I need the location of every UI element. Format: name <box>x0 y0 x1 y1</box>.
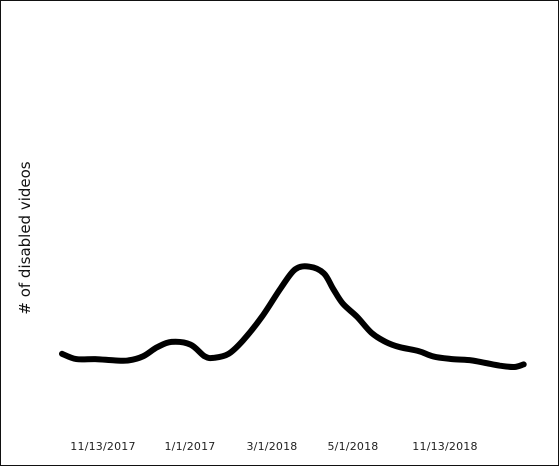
x-tick-label: 11/13/2018 <box>412 440 477 453</box>
x-tick-label: 11/13/2017 <box>70 440 135 453</box>
series-layer <box>59 263 527 371</box>
x-tick-label: 5/1/2018 <box>327 440 378 453</box>
x-tick-labels: 11/13/2017 1/1/2017 3/1/2018 5/1/2018 11/13/… <box>70 440 477 453</box>
x-tick-label: 1/1/2017 <box>164 440 215 453</box>
series-line <box>59 263 527 371</box>
y-axis-label: # of disabled videos <box>16 161 34 314</box>
x-tick-label: 3/1/2018 <box>246 440 297 453</box>
